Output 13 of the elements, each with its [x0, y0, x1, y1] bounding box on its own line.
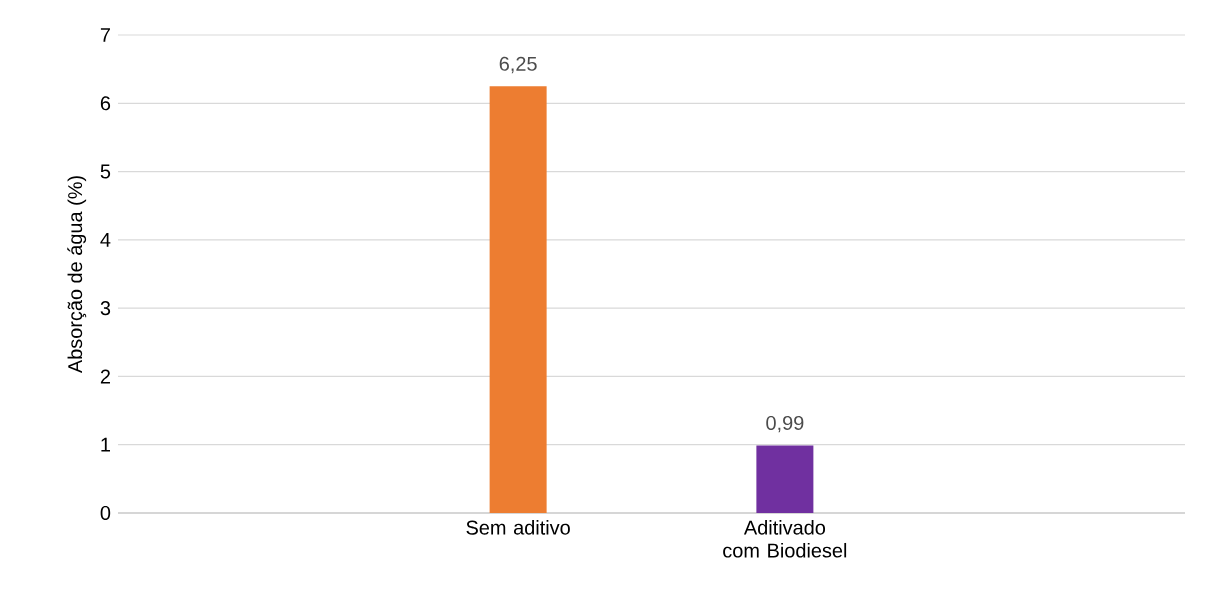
y-tick-label: 1 — [101, 437, 110, 452]
y-tick-label: 5 — [100, 164, 111, 179]
data-label: 6,25 — [499, 56, 537, 74]
y-tick-label: 6 — [100, 96, 111, 111]
y-tick-label: 3 — [100, 301, 111, 316]
y-tick-label: 0 — [100, 505, 111, 521]
y-tick-label: 2 — [100, 369, 110, 384]
y-tick-label: 7 — [100, 28, 110, 42]
y-tick-label: 4 — [100, 233, 111, 247]
x-tick-label: Aditivado com Biodiesel — [723, 520, 847, 558]
x-tick-label: Sem aditivo — [466, 520, 570, 535]
data-label: 0,99 — [766, 415, 804, 433]
y-axis-title: Absorção de água (%) — [67, 176, 87, 374]
